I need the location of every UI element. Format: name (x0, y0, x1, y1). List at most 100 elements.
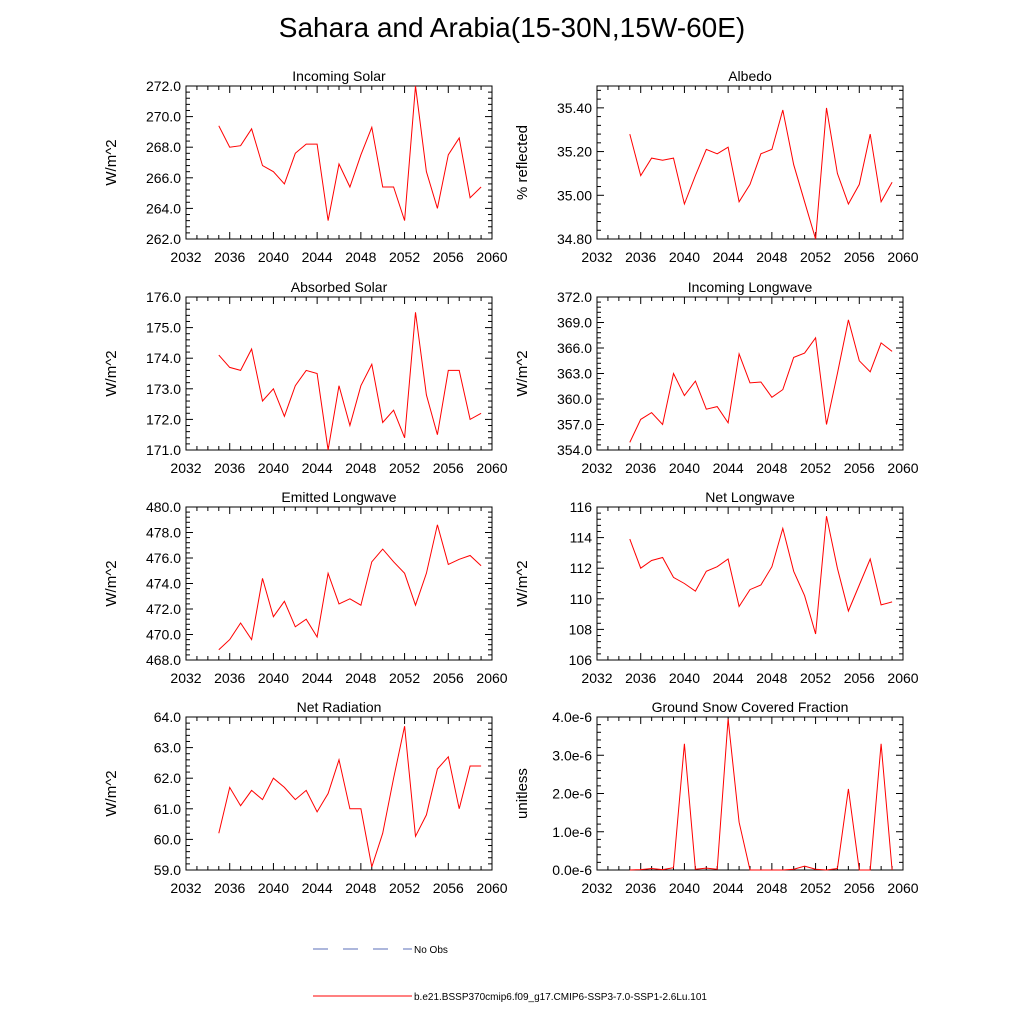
x-tick-label: 2032 (581, 670, 612, 686)
x-tick-label: 2036 (214, 249, 245, 265)
y-axis-label: W/m^2 (514, 350, 531, 396)
x-tick-label: 2040 (669, 460, 700, 476)
x-tick-label: 2048 (756, 880, 787, 896)
y-tick-label: 1.0e-6 (552, 824, 592, 840)
panel-title-incoming-longwave: Incoming Longwave (688, 279, 813, 295)
plot-frame (596, 506, 904, 661)
series-line-incoming-solar (218, 85, 482, 221)
x-tick-label: 2036 (625, 460, 656, 476)
panel-net-radiation: Net Radiation 2032 2036 2040 2044 2048 2052 205… (103, 699, 508, 896)
y-tick-label: 262.0 (146, 231, 181, 247)
x-tick-label: 2040 (258, 249, 289, 265)
x-tick-label: 2052 (389, 460, 420, 476)
y-tick-label: 171.0 (146, 442, 181, 458)
y-tick-label: 106 (569, 652, 593, 668)
x-tick-label: 2052 (389, 249, 420, 265)
y-tick-label: 369.0 (557, 315, 592, 331)
x-tick-label: 2040 (258, 460, 289, 476)
x-tick-label: 2060 (887, 670, 918, 686)
y-tick-label: 468.0 (146, 652, 181, 668)
y-axis-label: W/m^2 (103, 350, 120, 396)
x-tick-label: 2044 (302, 670, 333, 686)
y-tick-label: 110 (570, 591, 593, 607)
x-tick-label: 2040 (258, 880, 289, 896)
series-line-net-longwave (629, 516, 893, 635)
x-tick-label: 2032 (170, 670, 201, 686)
y-tick-label: 472.0 (146, 601, 181, 617)
x-tick-label: 2056 (433, 249, 464, 265)
y-tick-label: 62.0 (154, 770, 181, 786)
x-tick-label: 2032 (170, 880, 201, 896)
x-tick-label: 2052 (800, 670, 831, 686)
y-axis-label: % reflected (514, 125, 531, 200)
y-tick-label: 272.0 (146, 78, 181, 94)
x-tick-label: 2044 (713, 670, 744, 686)
x-tick-label: 2048 (345, 249, 376, 265)
panel-absorbed-solar: Absorbed Solar 2032 2036 2040 2044 2048 2052 20… (103, 279, 508, 476)
panel-title-incoming-solar: Incoming Solar (292, 68, 386, 84)
x-tick-label: 2040 (669, 249, 700, 265)
x-tick-label: 2048 (345, 670, 376, 686)
x-tick-label: 2036 (625, 880, 656, 896)
x-tick-label: 2056 (844, 670, 875, 686)
y-tick-label: 35.20 (557, 144, 592, 160)
y-tick-label: 64.0 (154, 709, 181, 725)
x-tick-label: 2060 (476, 460, 507, 476)
y-tick-label: 59.0 (154, 862, 181, 878)
x-tick-label: 2032 (581, 880, 612, 896)
panel-title-ground-snow-covered-fraction: Ground Snow Covered Fraction (652, 699, 849, 715)
y-tick-label: 108 (569, 621, 593, 637)
y-tick-label: 176.0 (146, 289, 181, 305)
panel-title-albedo: Albedo (728, 68, 772, 84)
y-tick-label: 354.0 (557, 442, 592, 458)
series-line-incoming-longwave (629, 319, 893, 443)
x-tick-label: 2048 (756, 460, 787, 476)
x-tick-label: 2036 (214, 880, 245, 896)
y-tick-label: 363.0 (557, 366, 592, 382)
x-tick-label: 2060 (887, 880, 918, 896)
x-tick-label: 2060 (476, 880, 507, 896)
panel-title-absorbed-solar: Absorbed Solar (291, 279, 388, 295)
x-tick-label: 2060 (887, 249, 918, 265)
panel-ground-snow-covered-fraction: Ground Snow Covered Fraction 2032 2036 2040… (514, 699, 919, 896)
panel-title-net-radiation: Net Radiation (297, 699, 382, 715)
x-tick-label: 2056 (844, 249, 875, 265)
y-tick-label: 61.0 (154, 801, 181, 817)
y-tick-label: 270.0 (146, 109, 181, 125)
x-tick-label: 2060 (476, 249, 507, 265)
series-line-emitted-longwave (218, 524, 482, 651)
y-tick-label: 3.0e-6 (552, 747, 592, 763)
legend-label-model: b.e21.BSSP370cmip6.f09_g17.CMIP6-SSP3-7.… (414, 992, 707, 1003)
y-tick-label: 63.0 (154, 740, 181, 756)
y-tick-label: 366.0 (557, 340, 592, 356)
y-tick-label: 35.00 (557, 187, 592, 203)
x-tick-label: 2032 (581, 460, 612, 476)
x-tick-label: 2056 (844, 880, 875, 896)
x-tick-label: 2032 (170, 249, 201, 265)
x-tick-label: 2044 (302, 460, 333, 476)
panel-albedo: Albedo 2032 2036 2040 2044 2048 2052 2056 2060 34… (514, 68, 919, 265)
panel-title-emitted-longwave: Emitted Longwave (281, 489, 396, 505)
plot-frame (596, 85, 904, 240)
legend: No Obs b.e21.BSSP370cmip6.f09_g17.CMIP6-… (313, 945, 707, 1003)
y-axis-label: W/m^2 (514, 560, 531, 606)
x-tick-label: 2036 (625, 670, 656, 686)
series-line-albedo (629, 107, 893, 240)
y-tick-label: 480.0 (146, 499, 181, 515)
legend-label-no-obs: No Obs (414, 945, 448, 956)
x-tick-label: 2048 (345, 460, 376, 476)
y-tick-label: 474.0 (146, 576, 181, 592)
plot-frame (596, 716, 904, 871)
x-tick-label: 2040 (258, 670, 289, 686)
x-tick-label: 2040 (669, 880, 700, 896)
y-axis-label: W/m^2 (103, 139, 120, 185)
x-tick-label: 2032 (581, 249, 612, 265)
panel-emitted-longwave: Emitted Longwave 2032 2036 2040 2044 2048 2052… (103, 489, 508, 686)
x-tick-label: 2032 (170, 460, 201, 476)
y-tick-label: 112 (570, 560, 593, 576)
series-line-absorbed-solar (218, 312, 482, 451)
y-tick-label: 114 (570, 530, 593, 546)
y-tick-label: 4.0e-6 (552, 709, 592, 725)
x-tick-label: 2036 (214, 670, 245, 686)
y-axis-label: W/m^2 (103, 560, 120, 606)
